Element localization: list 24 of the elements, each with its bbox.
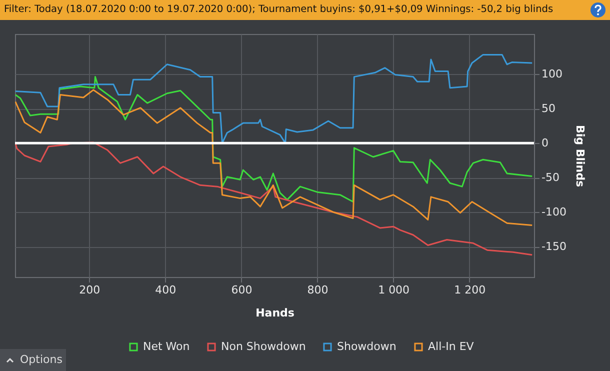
legend-label: Net Won bbox=[143, 340, 190, 353]
y-tick-label: -150 bbox=[542, 240, 566, 254]
x-tick-label: 600 bbox=[231, 284, 252, 296]
y-axis-title: Big Blinds bbox=[573, 124, 586, 188]
legend-label: Showdown bbox=[337, 340, 396, 353]
legend-label: Non Showdown bbox=[221, 340, 306, 353]
options-button[interactable]: Options bbox=[0, 349, 66, 371]
y-tick-label: 100 bbox=[542, 68, 562, 81]
x-tick-label: 1 200 bbox=[454, 284, 486, 296]
x-tick-label: 1 000 bbox=[378, 284, 410, 296]
x-tick-label: 800 bbox=[307, 284, 328, 296]
x-tick-label: 400 bbox=[155, 284, 176, 296]
x-tick-label: 200 bbox=[79, 284, 100, 296]
y-tick-label: 50 bbox=[542, 102, 556, 116]
y-tick-label: -100 bbox=[542, 206, 566, 219]
line-series bbox=[15, 142, 533, 256]
chart-title: Filter: Today (18.07.2020 0:00 to 19.07.2020 0:00); Tournament buyins: $0,91+$0,09 Winnings: -50,2 big blinds bbox=[4, 4, 554, 15]
x-axis-title: Hands bbox=[256, 306, 295, 320]
line-series bbox=[15, 54, 533, 144]
y-tick-label: -50 bbox=[542, 171, 560, 184]
line-series bbox=[15, 89, 533, 226]
y-tick-label: 0 bbox=[542, 136, 548, 150]
line-series bbox=[15, 76, 533, 203]
legend-label: All-In EV bbox=[428, 340, 474, 353]
